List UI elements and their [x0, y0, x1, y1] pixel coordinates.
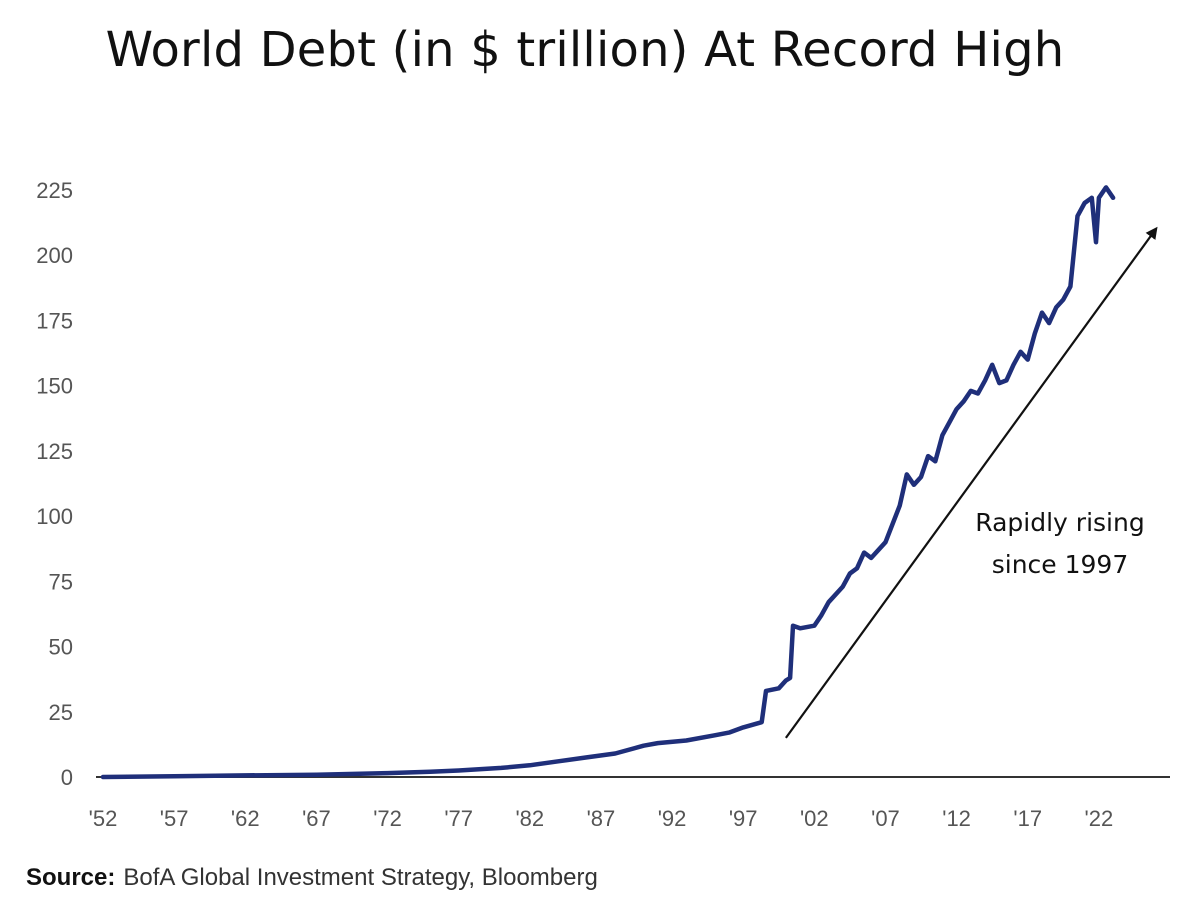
annotation-layer: Rapidly rising since 1997	[784, 226, 1158, 739]
x-tick-label: '82	[515, 806, 544, 831]
x-tick-label: '77	[444, 806, 473, 831]
x-axis-tick-labels: '52 '57 '62 '67 '72 '77 '82 '87 '92 '97 '02 '07 '12 '…	[89, 806, 1114, 831]
x-tick-label: '02	[800, 806, 829, 831]
series-line	[100, 185, 1116, 780]
y-axis-tick-labels: 0 25 50 75 100 125 150 175 200 225	[36, 178, 73, 790]
x-tick-label: '22	[1085, 806, 1114, 831]
y-tick-label: 50	[49, 635, 73, 660]
source-text: BofA Global Investment Strategy, Bloombe…	[123, 864, 598, 891]
source-note: Source: BofA Global Investment Strategy, …	[26, 864, 598, 892]
x-tick-label: '17	[1013, 806, 1042, 831]
y-tick-label: 125	[36, 439, 73, 464]
chart-title: World Debt (in $ trillion) At Record Hig…	[105, 22, 1065, 78]
y-tick-label: 25	[49, 700, 73, 725]
y-tick-label: 200	[36, 243, 73, 268]
y-tick-label: 100	[36, 504, 73, 529]
x-tick-label: '92	[658, 806, 687, 831]
y-tick-label: 175	[36, 308, 73, 333]
y-tick-label: 225	[36, 178, 73, 203]
annotation-text-line: since 1997	[992, 550, 1129, 579]
x-tick-label: '52	[89, 806, 118, 831]
x-tick-label: '97	[729, 806, 758, 831]
y-tick-label: 0	[61, 765, 73, 790]
annotation-arrow	[784, 226, 1158, 739]
x-tick-label: '62	[231, 806, 260, 831]
x-tick-label: '07	[871, 806, 900, 831]
x-tick-label: '57	[160, 806, 189, 831]
annotation-text-line: Rapidly rising	[975, 508, 1144, 537]
series-layer	[100, 185, 1116, 780]
y-tick-label: 75	[49, 569, 73, 594]
x-tick-label: '87	[587, 806, 616, 831]
y-tick-label: 150	[36, 374, 73, 399]
x-tick-label: '12	[942, 806, 971, 831]
x-tick-label: '72	[373, 806, 402, 831]
source-label: Source:	[26, 864, 116, 891]
x-tick-label: '67	[302, 806, 331, 831]
